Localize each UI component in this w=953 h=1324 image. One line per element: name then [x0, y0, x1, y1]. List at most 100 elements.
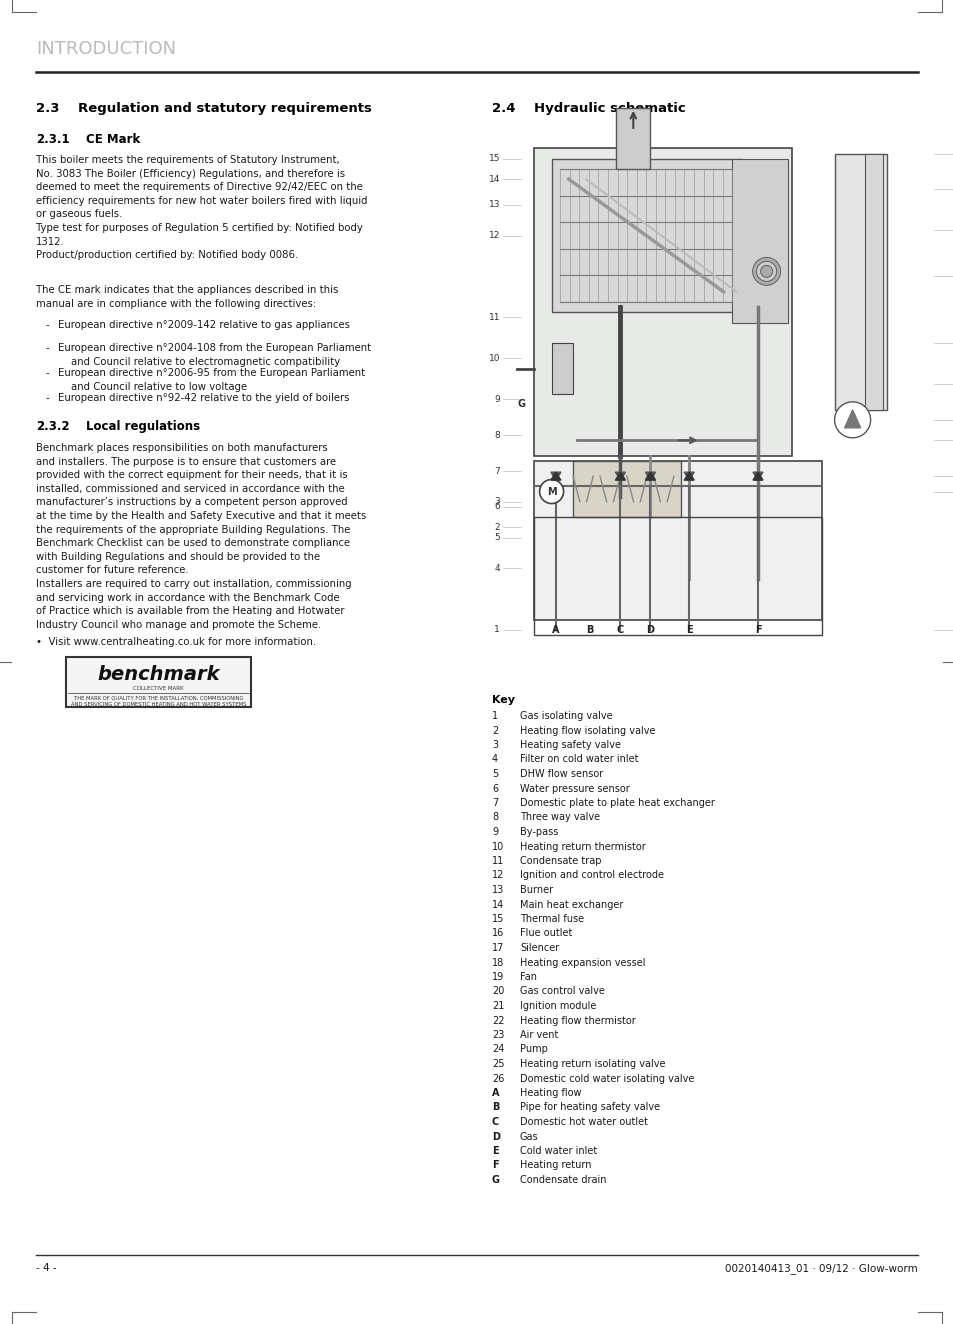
- Text: This boiler meets the requirements of Statutory Instrument,
No. 3083 The Boiler : This boiler meets the requirements of St…: [36, 155, 367, 261]
- Text: Fan: Fan: [519, 972, 537, 982]
- Text: 11: 11: [492, 857, 504, 866]
- Bar: [534, 518, 821, 636]
- Text: Gas isolating valve: Gas isolating valve: [519, 711, 612, 722]
- Text: INTRODUCTION: INTRODUCTION: [36, 40, 176, 58]
- Text: 14: 14: [492, 899, 504, 910]
- Text: Gas control valve: Gas control valve: [519, 986, 604, 997]
- Text: European directive n°2004-108 from the European Parliament
    and Council relat: European directive n°2004-108 from the E…: [58, 343, 371, 367]
- Text: Domestic plate to plate heat exchanger: Domestic plate to plate heat exchanger: [519, 798, 714, 808]
- Text: By-pass: By-pass: [519, 828, 558, 837]
- Text: Pump: Pump: [519, 1045, 547, 1054]
- Text: Condensate drain: Condensate drain: [519, 1174, 606, 1185]
- Text: 2.4: 2.4: [492, 102, 515, 115]
- Text: 13: 13: [488, 200, 499, 209]
- Text: 9: 9: [492, 828, 497, 837]
- Text: Key: Key: [492, 695, 515, 704]
- Polygon shape: [550, 473, 560, 481]
- Text: 1: 1: [492, 711, 497, 722]
- Text: Gas: Gas: [519, 1132, 538, 1141]
- Text: D: D: [492, 1132, 499, 1141]
- Polygon shape: [615, 473, 625, 481]
- Bar: [551, 159, 740, 312]
- Circle shape: [756, 261, 776, 282]
- Text: Heating safety valve: Heating safety valve: [519, 740, 620, 749]
- Text: F: F: [754, 625, 760, 634]
- Text: 7: 7: [492, 798, 497, 808]
- Text: 2: 2: [492, 726, 497, 736]
- Text: 3: 3: [494, 498, 499, 506]
- Text: -: -: [46, 343, 50, 354]
- Text: Hydraulic schematic: Hydraulic schematic: [534, 102, 685, 115]
- Polygon shape: [752, 473, 762, 481]
- Text: THE MARK OF QUALITY FOR THE INSTALLATION, COMMISSIONING: THE MARK OF QUALITY FOR THE INSTALLATION…: [73, 695, 243, 700]
- Text: - 4 -: - 4 -: [36, 1263, 56, 1272]
- Text: 4: 4: [492, 755, 497, 764]
- Text: European directive n°2006-95 from the European Parliament
    and Council relati: European directive n°2006-95 from the Eu…: [58, 368, 365, 392]
- Bar: [616, 107, 650, 169]
- Bar: [534, 148, 792, 455]
- Text: B: B: [492, 1103, 498, 1112]
- Text: Heating flow: Heating flow: [519, 1088, 581, 1098]
- Text: Regulation and statutory requirements: Regulation and statutory requirements: [78, 102, 372, 115]
- Text: 5: 5: [494, 534, 499, 542]
- Circle shape: [834, 402, 870, 438]
- Text: 23: 23: [492, 1030, 504, 1039]
- Text: A: A: [492, 1088, 499, 1098]
- Text: 11: 11: [488, 312, 499, 322]
- Text: -: -: [46, 320, 50, 330]
- Text: 8: 8: [492, 813, 497, 822]
- Text: 24: 24: [492, 1045, 504, 1054]
- Polygon shape: [683, 473, 694, 481]
- Circle shape: [760, 265, 772, 277]
- Text: 10: 10: [488, 354, 499, 363]
- Text: -: -: [46, 368, 50, 377]
- Text: 15: 15: [492, 914, 504, 924]
- Text: Benchmark places responsibilities on both manufacturers
and installers. The purp: Benchmark places responsibilities on bot…: [36, 444, 366, 630]
- Text: 20: 20: [492, 986, 504, 997]
- Text: E: E: [492, 1147, 498, 1156]
- Text: Local regulations: Local regulations: [86, 420, 200, 433]
- Text: 19: 19: [492, 972, 504, 982]
- Text: G: G: [517, 400, 525, 409]
- Text: 0020140413_01 · 09/12 · Glow-worm: 0020140413_01 · 09/12 · Glow-worm: [724, 1263, 917, 1274]
- Text: 2: 2: [494, 523, 499, 532]
- Text: Three way valve: Three way valve: [519, 813, 599, 822]
- Text: Flue outlet: Flue outlet: [519, 928, 572, 939]
- Text: Cold water inlet: Cold water inlet: [519, 1147, 597, 1156]
- Text: Ignition module: Ignition module: [519, 1001, 596, 1012]
- Text: CE Mark: CE Mark: [86, 132, 140, 146]
- Text: Silencer: Silencer: [519, 943, 558, 953]
- Text: Domestic hot water outlet: Domestic hot water outlet: [519, 1117, 647, 1127]
- Text: 7: 7: [494, 466, 499, 475]
- Text: 5: 5: [492, 769, 497, 779]
- Text: 17: 17: [492, 943, 504, 953]
- Text: 10: 10: [492, 842, 504, 851]
- Text: 2.3.1: 2.3.1: [36, 132, 70, 146]
- Text: Air vent: Air vent: [519, 1030, 558, 1039]
- Text: 2.3.2: 2.3.2: [36, 420, 70, 433]
- Text: 9: 9: [494, 395, 499, 404]
- Text: European directive n°2009-142 relative to gas appliances: European directive n°2009-142 relative t…: [58, 320, 350, 330]
- Circle shape: [752, 257, 780, 286]
- Text: COLLECTIVE MARK: COLLECTIVE MARK: [133, 687, 184, 691]
- Text: Domestic cold water isolating valve: Domestic cold water isolating valve: [519, 1074, 694, 1083]
- Bar: [732, 159, 787, 323]
- Text: E: E: [685, 625, 692, 634]
- Bar: [551, 343, 573, 395]
- Text: Water pressure sensor: Water pressure sensor: [519, 784, 629, 793]
- Polygon shape: [645, 473, 655, 481]
- Text: 18: 18: [492, 957, 504, 968]
- Text: 1: 1: [494, 625, 499, 634]
- Text: Heating flow thermistor: Heating flow thermistor: [519, 1016, 635, 1026]
- Polygon shape: [550, 473, 560, 481]
- Text: European directive n°92-42 relative to the yield of boilers: European directive n°92-42 relative to t…: [58, 393, 349, 402]
- Text: B: B: [586, 625, 594, 634]
- Text: C: C: [617, 625, 623, 634]
- Text: 12: 12: [488, 230, 499, 240]
- FancyBboxPatch shape: [66, 657, 251, 707]
- Bar: [835, 154, 886, 409]
- Text: 25: 25: [492, 1059, 504, 1068]
- Text: benchmark: benchmark: [97, 666, 219, 685]
- Text: A: A: [552, 625, 559, 634]
- Text: 12: 12: [492, 870, 504, 880]
